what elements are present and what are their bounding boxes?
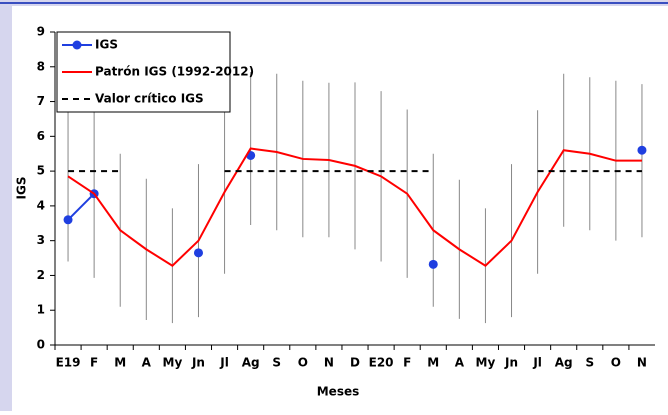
- x-tick-label: O: [611, 356, 621, 370]
- x-tick-label: My: [476, 356, 496, 370]
- point: [637, 145, 647, 155]
- x-tick-label: Jl: [532, 356, 542, 370]
- y-tick-label: 9: [37, 25, 45, 39]
- point: [63, 215, 73, 225]
- y-tick-label: 7: [37, 94, 45, 108]
- legend-label: IGS: [95, 38, 118, 52]
- x-tick-label: E19: [56, 356, 81, 370]
- y-axis-title: IGS: [15, 177, 29, 200]
- x-tick-label: My: [163, 356, 183, 370]
- legend-label: Valor crítico IGS: [95, 92, 204, 106]
- x-tick-label: O: [298, 356, 308, 370]
- legend-label: Patrón IGS (1992-2012): [95, 65, 254, 79]
- x-tick-label: Jn: [504, 356, 518, 370]
- y-tick-label: 5: [37, 164, 45, 178]
- x-tick-label: Jl: [219, 356, 229, 370]
- y-tick-label: 2: [37, 268, 45, 282]
- x-tick-label: M: [114, 356, 126, 370]
- x-tick-label: N: [324, 356, 334, 370]
- y-tick-label: 1: [37, 303, 45, 317]
- series-line: [67, 147, 642, 267]
- x-tick-label: M: [427, 356, 439, 370]
- x-axis-title: Meses: [317, 385, 360, 399]
- x-tick-label: F: [90, 356, 98, 370]
- x-tick-label: S: [272, 356, 281, 370]
- x-tick-label: Ag: [555, 356, 573, 370]
- y-tick-label: 6: [37, 129, 45, 143]
- point: [193, 248, 203, 258]
- x-tick-label: N: [637, 356, 647, 370]
- y-tick-label: 4: [37, 198, 45, 212]
- x-tick-label: F: [403, 356, 411, 370]
- x-tick-label: E20: [369, 356, 394, 370]
- x-tick-label: Ag: [242, 356, 260, 370]
- x-tick-label: S: [585, 356, 594, 370]
- x-tick-label: A: [142, 356, 152, 370]
- legend-marker: [72, 40, 82, 50]
- x-tick-label: Jn: [191, 356, 205, 370]
- x-tick-label: D: [350, 356, 360, 370]
- y-tick-label: 3: [37, 233, 45, 247]
- y-tick-label: 8: [37, 59, 45, 73]
- y-tick-label: 0: [37, 338, 45, 352]
- x-tick-label: A: [455, 356, 465, 370]
- point: [428, 259, 438, 269]
